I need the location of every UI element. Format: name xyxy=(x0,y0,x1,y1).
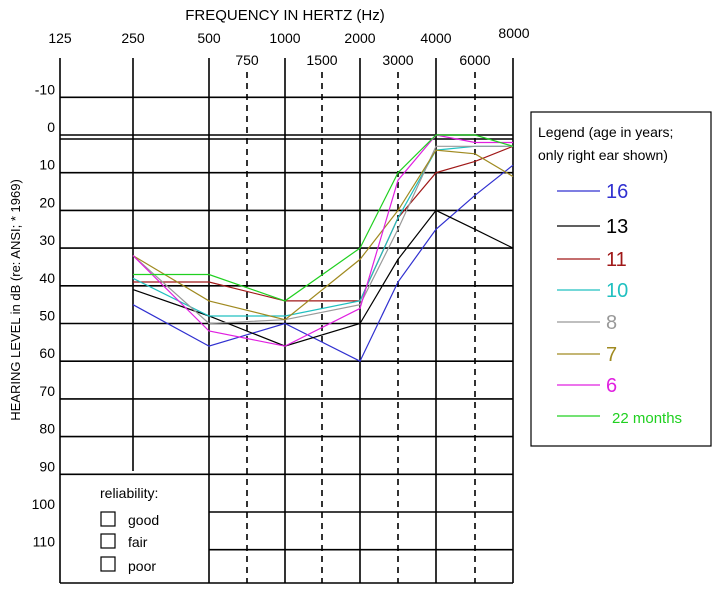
reliability-fair-label: fair xyxy=(128,534,148,550)
x-tick-label-minor: 1500 xyxy=(306,52,337,68)
x-axis-major-ticks: 125 250 500 1000 2000 4000 8000 xyxy=(48,25,529,46)
y-tick-label: 70 xyxy=(39,383,55,399)
chart-series xyxy=(132,134,514,363)
reliability-good-checkbox[interactable] xyxy=(100,511,116,527)
x-axis-minor-ticks: 750 1500 3000 6000 xyxy=(235,52,490,68)
x-tick-label: 2000 xyxy=(344,30,375,46)
series-line-16 xyxy=(132,164,514,363)
reliability-poor-checkbox[interactable] xyxy=(100,556,116,572)
reliability-title: reliability: xyxy=(100,485,158,501)
y-tick-label: 40 xyxy=(39,270,55,286)
y-tick-label: 90 xyxy=(39,458,55,474)
x-tick-label-minor: 6000 xyxy=(459,52,490,68)
y-tick-label: 20 xyxy=(39,194,55,210)
x-tick-label: 8000 xyxy=(498,25,529,41)
y-axis-ticks: -10 0 10 20 30 40 50 60 70 80 90 100 110 xyxy=(32,81,56,549)
x-tick-label: 250 xyxy=(121,30,145,46)
reliability-good-label: good xyxy=(128,512,159,528)
chart-title: FREQUENCY IN HERTZ (Hz) xyxy=(185,7,384,24)
y-tick-label: 10 xyxy=(39,157,55,173)
series-line-22-months xyxy=(133,134,514,302)
x-tick-label-minor: 750 xyxy=(235,52,259,68)
series-line-7 xyxy=(132,149,514,321)
reliability-poor-label: poor xyxy=(128,558,156,574)
legend-title-line-2: only right ear shown) xyxy=(538,147,668,163)
y-tick-label: 30 xyxy=(39,232,55,248)
legend: Legend (age in years; only right ear sho… xyxy=(530,111,712,447)
legend-label-13: 13 xyxy=(606,216,628,238)
series-line-8 xyxy=(132,145,513,325)
x-tick-label: 500 xyxy=(197,30,221,46)
y-axis-label: HEARING LEVEL in dB (re: ANSI; * 1969) xyxy=(8,179,23,421)
legend-label-7: 7 xyxy=(606,344,617,366)
x-tick-label: 1000 xyxy=(269,30,300,46)
series-line-10 xyxy=(132,145,513,317)
legend-items: 16 13 11 10 8 7 6 22 months xyxy=(557,181,682,427)
legend-title-line-1: Legend (age in years; xyxy=(538,124,673,140)
y-tick-label: 80 xyxy=(39,421,55,437)
y-tick-label: 0 xyxy=(47,119,55,135)
legend-label-6: 6 xyxy=(606,375,617,397)
legend-label-8: 8 xyxy=(606,312,617,334)
y-tick-label: 50 xyxy=(39,308,55,324)
x-tick-label-minor: 3000 xyxy=(382,52,413,68)
reliability-box: reliability: good fair poor xyxy=(100,485,159,574)
y-tick-label: -10 xyxy=(35,81,55,97)
x-tick-label: 125 xyxy=(48,30,72,46)
y-tick-label: 110 xyxy=(33,534,56,550)
series-line-13 xyxy=(132,209,514,347)
legend-label-22-months: 22 months xyxy=(612,410,682,427)
legend-label-16: 16 xyxy=(606,181,628,203)
reliability-fair-checkbox[interactable] xyxy=(100,533,116,549)
y-tick-label: 60 xyxy=(39,345,55,361)
series-line-11 xyxy=(133,145,514,302)
series-line-6 xyxy=(132,134,513,347)
legend-label-10: 10 xyxy=(606,280,628,302)
legend-box xyxy=(530,111,712,447)
y-tick-label: 100 xyxy=(32,496,56,512)
legend-label-11: 11 xyxy=(606,249,627,271)
x-tick-label: 4000 xyxy=(420,30,451,46)
